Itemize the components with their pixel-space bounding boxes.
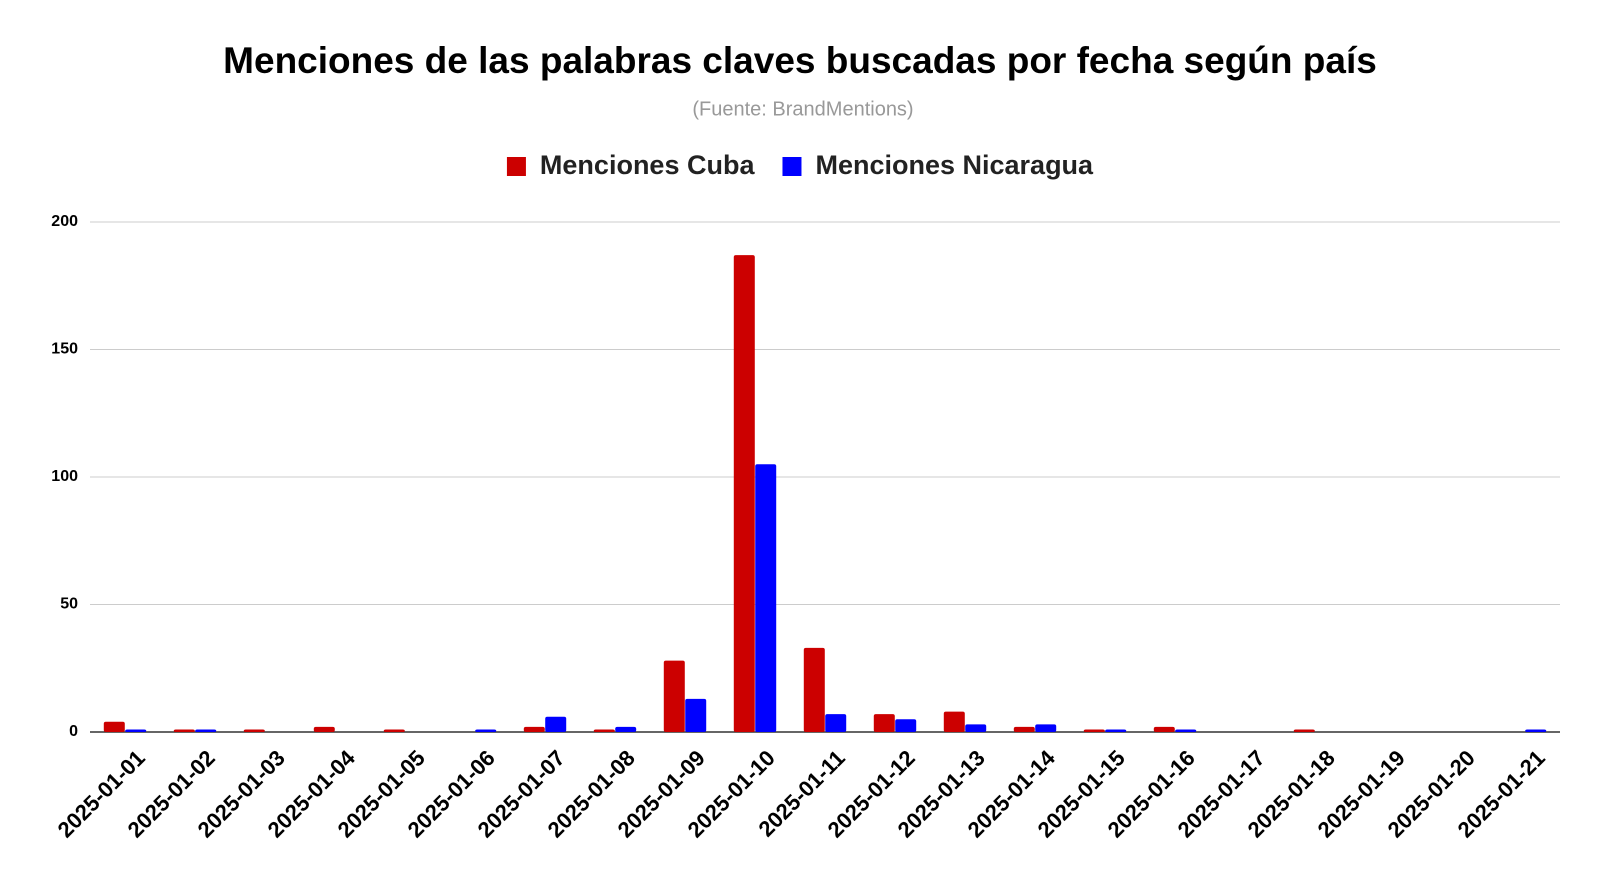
bar [1175, 729, 1197, 732]
bar [873, 714, 895, 732]
bar [1105, 729, 1127, 732]
bar [825, 714, 847, 732]
bar [125, 729, 147, 732]
bar [1083, 729, 1105, 732]
y-tick-label: 150 [51, 341, 78, 358]
bar [803, 647, 825, 732]
y-tick-label: 50 [60, 596, 78, 613]
y-tick-label: 0 [69, 723, 78, 740]
bar [733, 255, 755, 732]
bar [615, 726, 637, 732]
bar [383, 729, 405, 732]
y-tick-label: 200 [51, 213, 78, 230]
bar [943, 711, 965, 732]
chart-subtitle: (Fuente: BrandMentions) [692, 98, 913, 120]
bar [755, 464, 777, 732]
bar [593, 729, 615, 732]
bar [1525, 729, 1547, 732]
bar [1035, 724, 1057, 732]
bar [1293, 729, 1315, 732]
bar [663, 660, 685, 732]
bar [965, 724, 987, 732]
bar [685, 698, 707, 732]
legend-swatch [782, 157, 802, 176]
bar [523, 726, 545, 732]
bar [103, 721, 125, 732]
bar [195, 729, 217, 732]
bar [895, 719, 917, 732]
legend: Menciones Cuba Menciones Nicaragua [506, 150, 1094, 180]
legend-label: Menciones Nicaragua [815, 150, 1094, 180]
legend-swatch [506, 157, 526, 176]
chart-title: Menciones de las palabras claves buscada… [223, 40, 1377, 81]
bar [1013, 726, 1035, 732]
legend-label: Menciones Cuba [540, 150, 756, 180]
bar [313, 726, 335, 732]
bar [475, 729, 497, 732]
bar [243, 729, 265, 732]
y-tick-label: 100 [51, 468, 78, 485]
bar [173, 729, 195, 732]
bar [1153, 726, 1175, 732]
bar [545, 716, 567, 732]
